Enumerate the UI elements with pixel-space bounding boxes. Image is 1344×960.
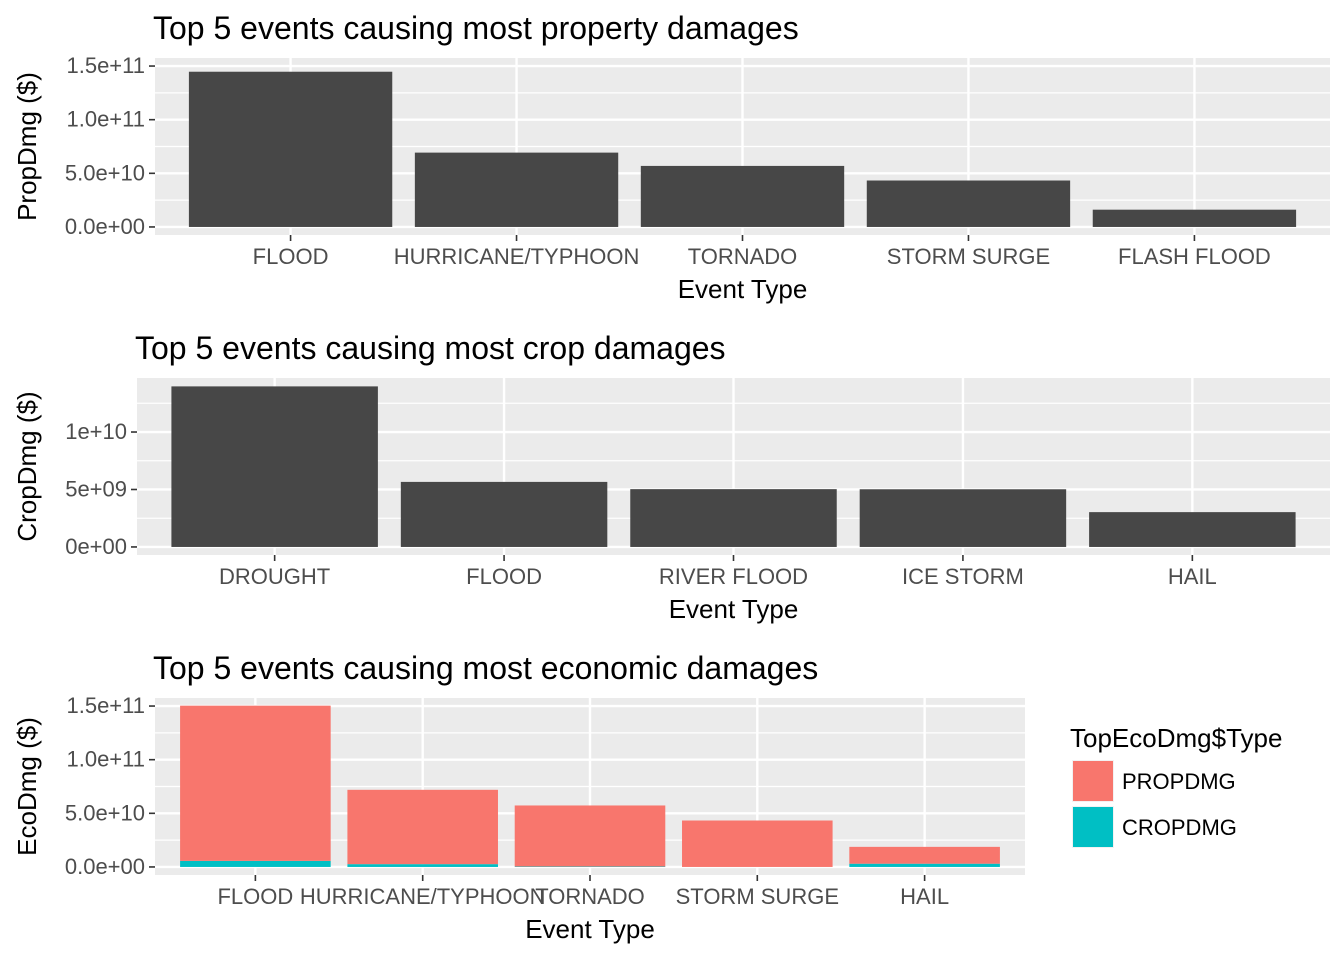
x-tick-label: DROUGHT bbox=[219, 564, 330, 589]
chart-title: Top 5 events causing most property damag… bbox=[153, 10, 799, 46]
y-axis-title: CropDmg ($) bbox=[12, 391, 42, 541]
x-tick-label: STORM SURGE bbox=[887, 244, 1050, 269]
legend-label: PROPDMG bbox=[1122, 769, 1236, 794]
x-tick-label: RIVER FLOOD bbox=[659, 564, 808, 589]
bar bbox=[188, 71, 393, 227]
y-tick-label: 1.0e+11 bbox=[66, 107, 145, 132]
x-tick-label: HAIL bbox=[900, 884, 949, 909]
x-tick-label: TORNADO bbox=[535, 884, 645, 909]
bar-propdmg bbox=[514, 805, 666, 867]
chart-panel-3: Top 5 events causing most economic damag… bbox=[12, 650, 1282, 944]
x-axis-title: Event Type bbox=[525, 914, 655, 944]
y-tick-label: 1.0e+11 bbox=[66, 747, 145, 772]
legend: TopEcoDmg$Type PROPDMG CROPDMG bbox=[1070, 723, 1282, 848]
y-tick-label: 1.5e+11 bbox=[66, 693, 145, 718]
x-axis-title: Event Type bbox=[669, 594, 799, 624]
chart-title: Top 5 events causing most economic damag… bbox=[153, 650, 818, 686]
bar-propdmg bbox=[682, 820, 833, 867]
x-tick-label: FLASH FLOOD bbox=[1118, 244, 1271, 269]
bar bbox=[859, 489, 1067, 547]
x-tick-label: ICE STORM bbox=[902, 564, 1024, 589]
legend-swatch-cropdmg bbox=[1073, 807, 1113, 847]
bar bbox=[866, 180, 1071, 227]
x-tick-label: FLOOD bbox=[466, 564, 542, 589]
bar-propdmg bbox=[347, 789, 498, 865]
legend-title: TopEcoDmg$Type bbox=[1070, 723, 1282, 753]
bar-cropdmg bbox=[180, 860, 331, 867]
chart-panel-2: Top 5 events causing most crop damages 0e… bbox=[12, 330, 1330, 624]
chart-panel-1: Top 5 events causing most property damag… bbox=[12, 10, 1330, 304]
bar bbox=[640, 165, 845, 227]
bar-propdmg bbox=[180, 705, 331, 861]
y-axis-title: EcoDmg ($) bbox=[12, 717, 42, 856]
x-axis-title: Event Type bbox=[678, 274, 808, 304]
y-axis-title: PropDmg ($) bbox=[12, 72, 42, 221]
x-tick-label: TORNADO bbox=[688, 244, 798, 269]
x-tick-label: HURRICANE/TYPHOON bbox=[300, 884, 546, 909]
bar bbox=[414, 152, 619, 227]
y-tick-label: 5.0e+10 bbox=[65, 800, 145, 825]
bar bbox=[1092, 209, 1297, 227]
bar-cropdmg bbox=[849, 863, 1000, 867]
y-tick-label: 1.5e+11 bbox=[66, 53, 145, 78]
x-tick-label: FLOOD bbox=[217, 884, 293, 909]
bar-cropdmg bbox=[347, 864, 498, 867]
x-tick-label: STORM SURGE bbox=[676, 884, 839, 909]
y-tick-label: 0.0e+00 bbox=[65, 854, 145, 879]
bar bbox=[171, 386, 378, 547]
y-tick-label: 0e+00 bbox=[65, 534, 127, 559]
y-tick-label: 0.0e+00 bbox=[65, 214, 145, 239]
bar-propdmg bbox=[849, 846, 1000, 864]
x-tick-label: HAIL bbox=[1168, 564, 1217, 589]
legend-label: CROPDMG bbox=[1122, 815, 1237, 840]
bar bbox=[400, 481, 608, 547]
bar bbox=[1089, 512, 1296, 547]
x-tick-label: FLOOD bbox=[253, 244, 329, 269]
legend-swatch-propdmg bbox=[1073, 761, 1113, 801]
bar bbox=[630, 489, 837, 547]
chart-title: Top 5 events causing most crop damages bbox=[135, 330, 726, 366]
y-tick-label: 5.0e+10 bbox=[65, 160, 145, 185]
y-tick-label: 1e+10 bbox=[65, 419, 127, 444]
y-tick-label: 5e+09 bbox=[65, 476, 127, 501]
x-tick-label: HURRICANE/TYPHOON bbox=[394, 244, 640, 269]
